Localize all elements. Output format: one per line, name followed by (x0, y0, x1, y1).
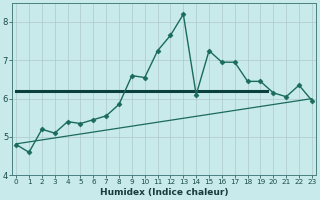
X-axis label: Humidex (Indice chaleur): Humidex (Indice chaleur) (100, 188, 228, 197)
